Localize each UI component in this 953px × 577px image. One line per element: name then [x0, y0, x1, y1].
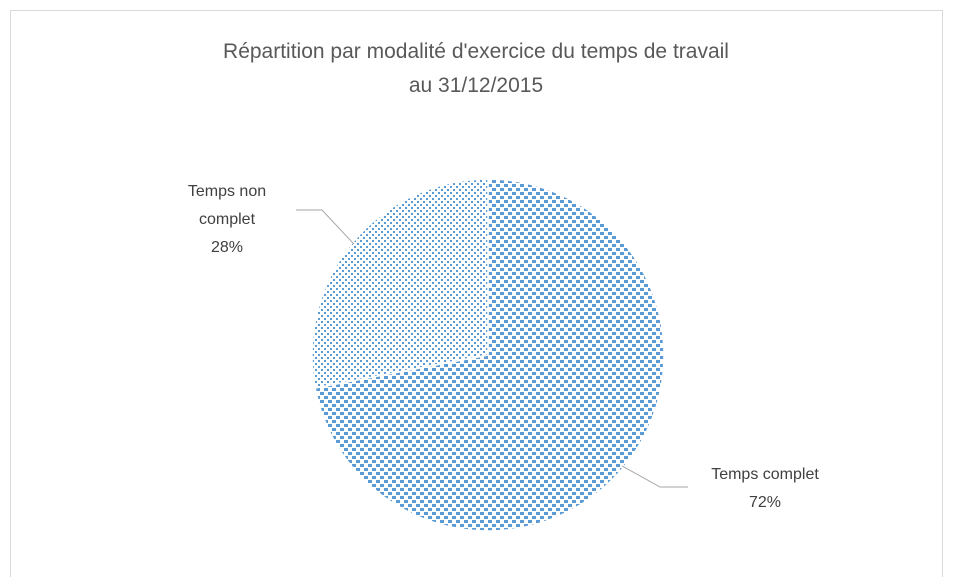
- category-label: Temps complet: [711, 466, 819, 483]
- data-label: Temps complet 72%: [665, 461, 865, 517]
- category-label: Temps non complet: [187, 183, 267, 228]
- leader-line: [621, 465, 688, 488]
- chart-title: au 31/12/2015: [409, 74, 543, 97]
- leader-line: [296, 209, 355, 245]
- data-label: Temps non complet 28%: [172, 178, 282, 262]
- chart-title: Répartition par modalité d'exercice du t…: [223, 40, 729, 63]
- value-label: 72%: [748, 494, 782, 511]
- value-label: 28%: [210, 239, 244, 256]
